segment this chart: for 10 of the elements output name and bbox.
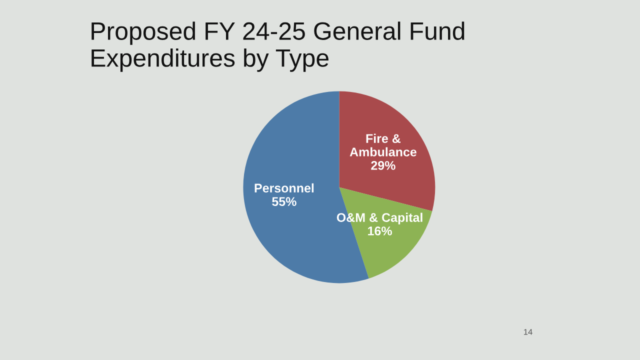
chart-title: Proposed FY 24-25 General Fund Expenditures by Type xyxy=(92,22,464,72)
pie-slice xyxy=(339,187,432,278)
pie-slice xyxy=(339,91,436,212)
slice-label: Fire & Ambulance xyxy=(350,134,416,156)
slice-label: O&M & Capital xyxy=(336,212,422,224)
data-label: 55% xyxy=(272,197,296,206)
slice-label: Personnel xyxy=(254,183,314,193)
data-label: 29% xyxy=(371,161,396,170)
data-label: 16% xyxy=(368,226,392,236)
text: 14 xyxy=(524,329,532,335)
